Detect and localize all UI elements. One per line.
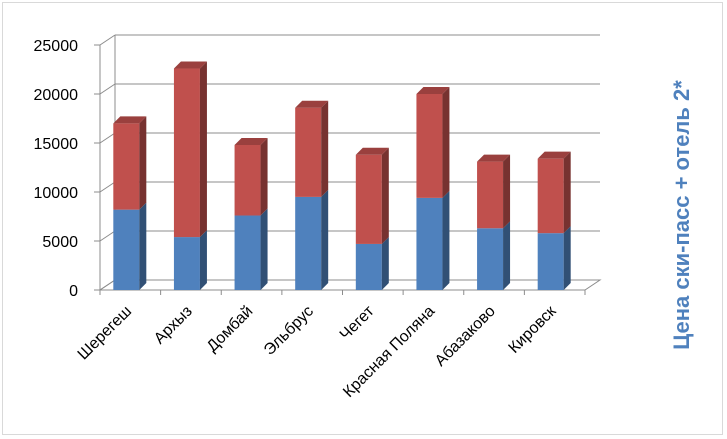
bar-top bbox=[537, 151, 571, 159]
bar-segment-1 bbox=[234, 215, 261, 290]
bar-segment-1 bbox=[113, 209, 140, 290]
y-tick-label: 5000 bbox=[42, 234, 78, 251]
x-tick-label: Абазаково bbox=[432, 303, 499, 370]
bar-segment-2 bbox=[355, 154, 382, 244]
bar-side-2 bbox=[503, 154, 511, 229]
y-tick-label: 15000 bbox=[34, 136, 79, 153]
x-tick-label: Эльбрус bbox=[261, 303, 317, 359]
y-tick-label: 25000 bbox=[34, 38, 79, 55]
bar-top bbox=[234, 137, 268, 145]
bar-segment-2 bbox=[477, 161, 504, 229]
bar-top bbox=[113, 116, 147, 124]
bar-segment-1 bbox=[295, 196, 322, 290]
x-tick-label: Чегет bbox=[337, 302, 378, 343]
y-axis-title: Цена ски-пасс + отель 2* bbox=[669, 80, 694, 350]
gridline-side bbox=[99, 132, 116, 144]
bar-top bbox=[416, 87, 450, 94]
bar-side-1 bbox=[442, 190, 450, 290]
bar-side-1 bbox=[199, 230, 207, 290]
gridline-side bbox=[99, 83, 116, 95]
x-tick-label: Архыз bbox=[151, 303, 196, 348]
bar-segment-2 bbox=[295, 107, 322, 197]
bar-segment-2 bbox=[234, 144, 261, 216]
y-tick-label: 10000 bbox=[34, 185, 79, 202]
bar-side-2 bbox=[442, 87, 450, 198]
bar-segment-1 bbox=[537, 233, 564, 290]
bar-side-1 bbox=[381, 236, 389, 290]
bar-side-1 bbox=[260, 208, 268, 290]
y-tick-label: 0 bbox=[69, 283, 78, 300]
gridline-side bbox=[99, 181, 116, 193]
bar-side-1 bbox=[503, 221, 511, 290]
gridline-side bbox=[99, 230, 116, 242]
bar-segment-1 bbox=[355, 243, 382, 290]
gridline-side bbox=[99, 34, 116, 46]
bar-segment-2 bbox=[113, 123, 140, 210]
bar-segment-1 bbox=[416, 197, 443, 290]
bar-top bbox=[173, 61, 207, 69]
bar-side-1 bbox=[139, 202, 147, 290]
bar-top bbox=[355, 147, 389, 155]
x-tick-label: Кировск bbox=[506, 302, 561, 357]
bar-segment-2 bbox=[173, 68, 200, 238]
bar-side-2 bbox=[563, 151, 571, 234]
y-tick-label: 20000 bbox=[34, 87, 79, 104]
bar-segment-1 bbox=[173, 237, 200, 290]
bar-segment-1 bbox=[477, 228, 504, 290]
x-tick-label: Домбай bbox=[204, 303, 257, 356]
x-tick-label: Шерегеш bbox=[75, 303, 136, 364]
bar-side-2 bbox=[260, 137, 268, 216]
bar-side-2 bbox=[199, 61, 207, 238]
bar-side-2 bbox=[139, 116, 147, 210]
bar-side-1 bbox=[563, 226, 571, 290]
bar-segment-2 bbox=[416, 94, 443, 198]
bar-top bbox=[477, 154, 511, 162]
bar-top bbox=[295, 100, 329, 108]
bar-side-1 bbox=[321, 189, 329, 290]
bar-segment-2 bbox=[537, 158, 564, 234]
bar-side-2 bbox=[321, 100, 329, 197]
bar-side-2 bbox=[381, 147, 389, 244]
